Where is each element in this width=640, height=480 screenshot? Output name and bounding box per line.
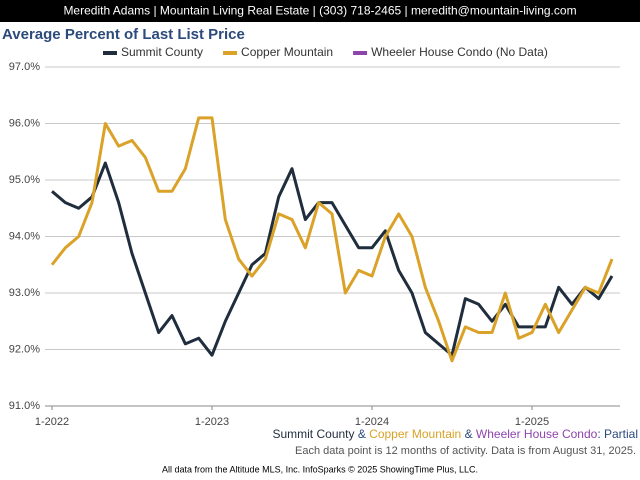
- caption: Summit County & Copper Mountain & Wheele…: [272, 427, 638, 441]
- y-tick-label: 93.0%: [9, 287, 40, 299]
- x-tick-label: 1-2025: [515, 416, 549, 428]
- legend-label: Summit County: [121, 45, 203, 59]
- caption-part: Wheeler House Condo: [476, 427, 598, 441]
- header-bar: [0, 0, 640, 22]
- y-tick-label: 92.0%: [9, 343, 40, 355]
- legend-label: Wheeler House Condo (No Data): [371, 45, 548, 59]
- caption-part: Copper Mountain: [369, 427, 461, 441]
- y-tick-label: 97.0%: [9, 61, 40, 73]
- y-tick-label: 94.0%: [9, 230, 40, 242]
- caption-part: &: [461, 427, 476, 441]
- y-tick-label: 96.0%: [9, 117, 40, 129]
- legend: Summit County Copper Mountain Wheeler Hous…: [103, 45, 548, 59]
- x-tick-label: 1-2024: [355, 416, 389, 428]
- x-tick-label: 1-2023: [195, 416, 229, 428]
- caption-part: Summit County: [272, 427, 354, 441]
- caption-part: &: [355, 427, 370, 441]
- header-text: Meredith Adams | Mountain Living Real Es…: [63, 4, 576, 18]
- legend-label: Copper Mountain: [241, 45, 333, 59]
- source: All data from the Altitude MLS, Inc. Inf…: [162, 464, 478, 474]
- y-tick-label: 91.0%: [9, 400, 40, 412]
- y-tick-label: 95.0%: [9, 174, 40, 186]
- series-line: [51, 161, 614, 357]
- caption-part: : Partial: [597, 427, 638, 441]
- chart-title: Average Percent of Last List Price: [2, 26, 245, 43]
- series-line: [50, 116, 614, 363]
- note: Each data point is 12 months of activity…: [295, 445, 636, 457]
- x-tick-label: 1-2022: [35, 416, 69, 428]
